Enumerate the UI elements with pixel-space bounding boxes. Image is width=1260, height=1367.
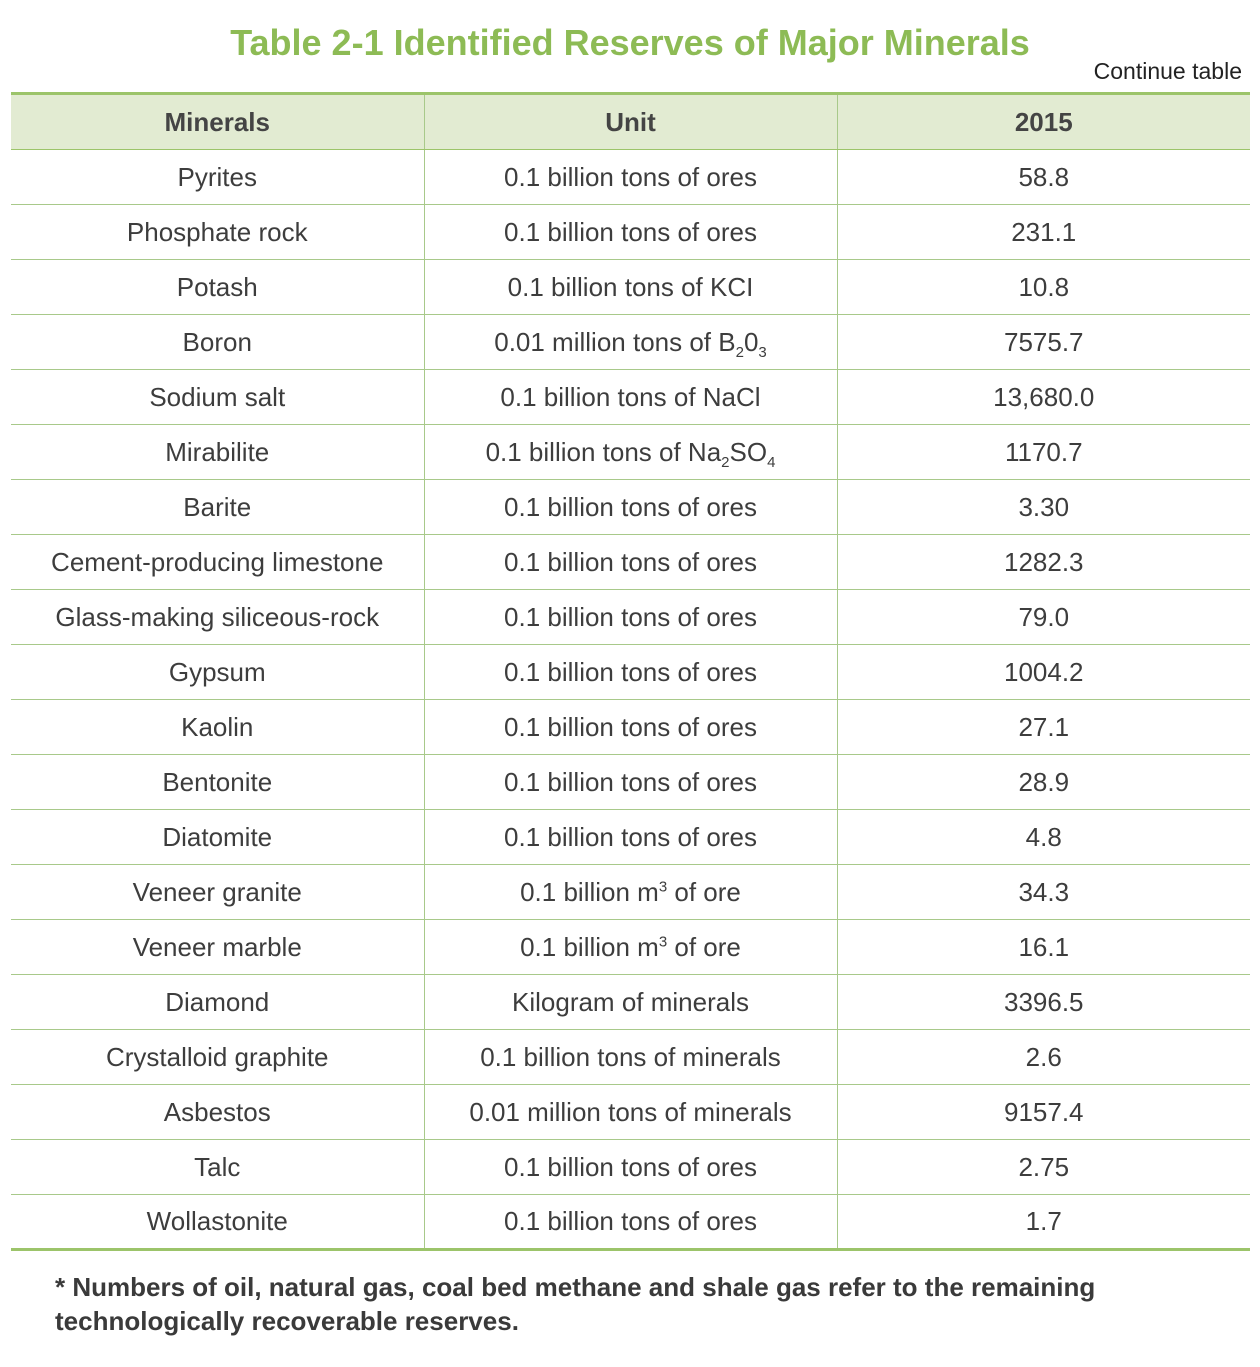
footnote: * Numbers of oil, natural gas, coal bed …: [55, 1272, 1096, 1336]
mineral-name-cell: Talc: [11, 1139, 424, 1195]
table-row: Diatomite 0.1 billion tons of ores 4.8: [11, 809, 1250, 865]
table-row: Boron 0.01 million tons of B203 7575.7: [11, 314, 1250, 370]
header-year: 2015: [836, 92, 1250, 150]
unit-cell: 0.1 billion tons of ores: [423, 809, 837, 865]
table-row: Gypsum 0.1 billion tons of ores 1004.2: [11, 644, 1250, 700]
table-row: Phosphate rock 0.1 billion tons of ores 23…: [11, 204, 1250, 260]
mineral-name-cell: Cement-producing limestone: [11, 534, 424, 590]
value-cell: 2.6: [836, 1029, 1250, 1085]
table-row: Crystalloid graphite 0.1 billion tons of …: [11, 1029, 1250, 1085]
continue-table-label: Continue table: [1093, 58, 1242, 84]
value-cell: 4.8: [836, 809, 1250, 865]
value-cell: 1.7: [836, 1194, 1250, 1251]
header-row: Minerals Unit 2015: [11, 92, 1250, 150]
unit-cell: 0.01 million tons of minerals: [423, 1084, 837, 1140]
table-row: Sodium salt 0.1 billion tons of NaCl 13,68…: [11, 369, 1250, 425]
table-row: Pyrites 0.1 billion tons of ores 58.8: [11, 149, 1250, 205]
unit-cell: 0.1 billion m3 of ore: [423, 864, 837, 920]
mineral-name-cell: Crystalloid graphite: [11, 1029, 424, 1085]
value-cell: 231.1: [836, 204, 1250, 260]
table-row: Asbestos 0.01 million tons of minerals 915…: [11, 1084, 1250, 1140]
table-row: Talc 0.1 billion tons of ores 2.75: [11, 1139, 1250, 1195]
value-cell: 16.1: [836, 919, 1250, 975]
unit-cell: 0.1 billion tons of KCI: [423, 259, 837, 315]
mineral-name-cell: Bentonite: [11, 754, 424, 810]
table-row: Potash 0.1 billion tons of KCI 10.8: [11, 259, 1250, 315]
table-row: Kaolin 0.1 billion tons of ores 27.1: [11, 699, 1250, 755]
unit-cell: 0.1 billion tons of ores: [423, 149, 837, 205]
header-unit: Unit: [423, 92, 837, 150]
table-row: Diamond Kilogram of minerals 3396.5: [11, 974, 1250, 1030]
table-title: Table 2-1 Identified Reserves of Major M…: [230, 22, 1030, 63]
unit-cell: 0.1 billion tons of ores: [423, 644, 837, 700]
table-row: Wollastonite 0.1 billion tons of ores 1.7: [11, 1194, 1250, 1251]
mineral-name-cell: Sodium salt: [11, 369, 424, 425]
mineral-name-cell: Wollastonite: [11, 1194, 424, 1251]
header-minerals: Minerals: [11, 92, 424, 150]
value-cell: 10.8: [836, 259, 1250, 315]
unit-cell: 0.1 billion m3 of ore: [423, 919, 837, 975]
table-row: Cement-producing limestone 0.1 billion to…: [11, 534, 1250, 590]
unit-cell: 0.01 million tons of B203: [423, 314, 837, 370]
table-row: Glass-making siliceous-rock 0.1 billion t…: [11, 589, 1250, 645]
value-cell: 79.0: [836, 589, 1250, 645]
value-cell: 3.30: [836, 479, 1250, 535]
unit-cell: 0.1 billion tons of ores: [423, 589, 837, 645]
value-cell: 1004.2: [836, 644, 1250, 700]
unit-cell: 0.1 billion tons of ores: [423, 699, 837, 755]
unit-cell: 0.1 billion tons of ores: [423, 534, 837, 590]
mineral-name-cell: Glass-making siliceous-rock: [11, 589, 424, 645]
value-cell: 34.3: [836, 864, 1250, 920]
mineral-name-cell: Mirabilite: [11, 424, 424, 480]
value-cell: 27.1: [836, 699, 1250, 755]
unit-cell: 0.1 billion tons of ores: [423, 479, 837, 535]
mineral-name-cell: Veneer marble: [11, 919, 424, 975]
value-cell: 3396.5: [836, 974, 1250, 1030]
mineral-name-cell: Barite: [11, 479, 424, 535]
mineral-name-cell: Potash: [11, 259, 424, 315]
mineral-name-cell: Boron: [11, 314, 424, 370]
mineral-name-cell: Pyrites: [11, 149, 424, 205]
minerals-table: Minerals Unit 2015 Pyrites 0.1 billion to…: [11, 92, 1250, 1251]
table-row: Veneer marble 0.1 billion m3 of ore 16.1: [11, 919, 1250, 975]
mineral-name-cell: Veneer granite: [11, 864, 424, 920]
table-body: Pyrites 0.1 billion tons of ores 58.8 Phosp…: [11, 149, 1250, 1251]
value-cell: 9157.4: [836, 1084, 1250, 1140]
value-cell: 58.8: [836, 149, 1250, 205]
value-cell: 1282.3: [836, 534, 1250, 590]
unit-cell: 0.1 billion tons of NaCl: [423, 369, 837, 425]
mineral-name-cell: Phosphate rock: [11, 204, 424, 260]
value-cell: 1170.7: [836, 424, 1250, 480]
value-cell: 7575.7: [836, 314, 1250, 370]
mineral-name-cell: Diatomite: [11, 809, 424, 865]
table-row: Veneer granite 0.1 billion m3 of ore 34.3: [11, 864, 1250, 920]
unit-cell: 0.1 billion tons of ores: [423, 1194, 837, 1251]
unit-cell: 0.1 billion tons of ores: [423, 1139, 837, 1195]
table-row: Barite 0.1 billion tons of ores 3.30: [11, 479, 1250, 535]
mineral-name-cell: Diamond: [11, 974, 424, 1030]
unit-cell: 0.1 billion tons of ores: [423, 754, 837, 810]
mineral-name-cell: Kaolin: [11, 699, 424, 755]
unit-cell: 0.1 billion tons of Na2SO4: [423, 424, 837, 480]
mineral-name-cell: Asbestos: [11, 1084, 424, 1140]
unit-cell: Kilogram of minerals: [423, 974, 837, 1030]
value-cell: 13,680.0: [836, 369, 1250, 425]
table-row: Mirabilite 0.1 billion tons of Na2SO4 1170…: [11, 424, 1250, 480]
value-cell: 2.75: [836, 1139, 1250, 1195]
value-cell: 28.9: [836, 754, 1250, 810]
mineral-name-cell: Gypsum: [11, 644, 424, 700]
unit-cell: 0.1 billion tons of ores: [423, 204, 837, 260]
table-row: Bentonite 0.1 billion tons of ores 28.9: [11, 754, 1250, 810]
unit-cell: 0.1 billion tons of minerals: [423, 1029, 837, 1085]
